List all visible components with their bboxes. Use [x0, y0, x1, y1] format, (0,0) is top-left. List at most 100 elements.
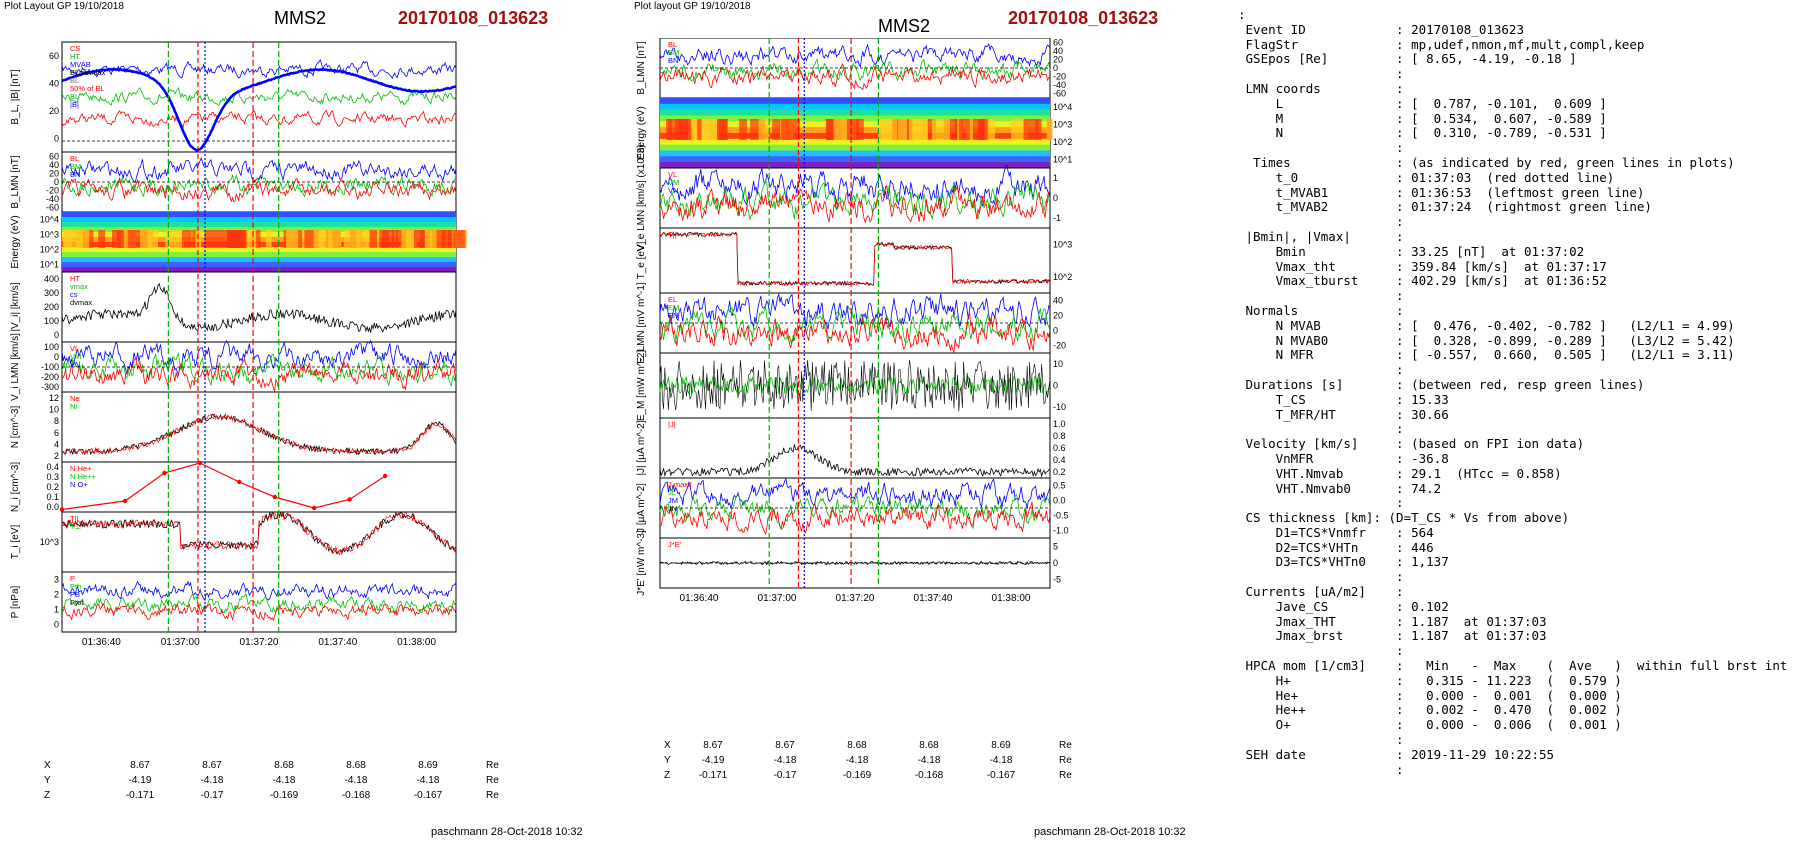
legend-entry: JL [668, 488, 676, 497]
info-line: : [1238, 140, 1404, 156]
data-point [382, 473, 388, 479]
panel-ylabel: N [cm^-3] [10, 406, 21, 449]
info-line: : [1238, 362, 1404, 378]
xtick-label: 01:36:40 [680, 593, 719, 604]
ytick-label: 2 [54, 590, 59, 600]
xtick-label: 01:36:40 [82, 637, 121, 648]
data-point [272, 494, 277, 500]
series-line [61, 413, 457, 456]
legend-entry: BL [70, 76, 79, 85]
spectrogram-band [660, 109, 1050, 116]
panel-te: T_e [eV] 10^3 10^2 T|| [636, 227, 1072, 294]
ytick-label: 40 [1053, 296, 1063, 306]
spectrogram-band [62, 267, 456, 273]
panel-ylabel: T_i [eV] [10, 525, 21, 560]
ytick-label: 0.3 [46, 472, 59, 482]
legend-entry: J maxJ [668, 480, 692, 489]
spectrogram-patch [858, 119, 864, 140]
ytick-label: 0 [54, 133, 59, 143]
info-line: Bmin : 33.25 [nT] at 01:37:02 [1238, 243, 1585, 259]
energy-spectrogram [660, 98, 1053, 169]
coord-value: 8.67 [703, 740, 723, 751]
ytick-label: 10^2 [1053, 137, 1072, 147]
spectrogram-band [62, 262, 456, 268]
energy-spectrogram [62, 212, 468, 273]
xtick-label: 01:38:00 [397, 637, 436, 648]
ytick-label: -40 [46, 194, 59, 204]
info-line: SEH date : 2019-11-29 10:22:55 [1238, 746, 1555, 762]
panel-ylabel: B_LMN [nT] [10, 155, 21, 209]
ytick-label: 400 [44, 274, 59, 284]
legend-entry: BL [70, 154, 79, 163]
series-line-2 [61, 510, 457, 556]
ytick-label: 0.4 [1053, 455, 1066, 465]
ytick-label: 10^4 [1053, 102, 1072, 112]
coord-value: 8.68 [346, 760, 366, 771]
legend-entry: CS [70, 44, 80, 53]
legend-entry: |J| [668, 420, 676, 429]
legend-entry: BN [668, 56, 678, 65]
spectrogram-patch [111, 230, 125, 248]
left-plot-footer: paschmann 28-Oct-2018 10:32 [431, 826, 583, 838]
coord-row-x: X 8.67 8.67 8.68 8.68 8.69 Re [0, 760, 620, 774]
ytick-label: 40 [49, 160, 59, 170]
series-line [61, 86, 457, 107]
info-line: Vmax_tburst : 402.29 [km/s] at 01:36:52 [1238, 273, 1607, 289]
ytick-label: -10 [1053, 402, 1066, 412]
legend-entry: 50% of BL [70, 84, 105, 93]
coord-value: -4.18 [272, 775, 296, 786]
ytick-label: 0 [1053, 381, 1058, 391]
info-line: H+ : 0.315 - 11.223 ( 0.579 ) [1238, 672, 1622, 688]
info-line: Vmax_tht : 359.84 [km/s] at 01:37:17 [1238, 258, 1607, 274]
spectrogram-patch [98, 230, 106, 248]
legend-entry: BM [70, 162, 81, 171]
ytick-label: 0 [54, 620, 59, 630]
mid-plot-footer: paschmann 28-Oct-2018 10:32 [1034, 826, 1186, 838]
event-markers [768, 38, 879, 588]
spectrogram-patch [758, 119, 770, 140]
coord-value: 8.68 [847, 740, 867, 751]
info-line: : [1238, 288, 1404, 304]
coord-row-y: Y -4.19 -4.18 -4.18 -4.18 -4.18 Re [0, 775, 620, 789]
spectrogram-patch [286, 230, 299, 248]
panel-espec: Energy (eV) 10^4 10^3 10^2 10^1 [10, 211, 468, 273]
coord-label: X [44, 760, 51, 771]
spectrogram-patch [255, 230, 261, 248]
panel-frame [659, 352, 1051, 419]
coord-unit: Re [486, 775, 499, 786]
info-line: VHT.Nmvab0 : 74.2 [1238, 480, 1442, 496]
panel-ylabel: J*E' [nW m^-3] [636, 530, 647, 596]
info-line: N MVAB0 : [ 0.328, -0.899, -0.289 ] (L3/… [1238, 332, 1735, 348]
coord-unit: Re [486, 760, 499, 771]
info-line: D3=TCS*VHTn0 : 1,137 [1238, 554, 1449, 570]
series-line [659, 477, 1051, 509]
coord-value: -0.168 [341, 790, 371, 801]
coord-unit: Re [1059, 770, 1072, 781]
series-line [61, 177, 457, 203]
spectrogram-patch [382, 230, 389, 248]
info-line: Durations [s] : (between red, resp green… [1238, 376, 1645, 392]
spectrogram-patch [356, 230, 368, 248]
ytick-label: 10^4 [40, 215, 59, 225]
coord-label: Z [664, 770, 671, 781]
coord-value: 8.67 [202, 760, 222, 771]
spectrogram-band [660, 115, 1050, 122]
legend-entry: EM [668, 303, 679, 312]
legend-entry: JN [668, 504, 677, 513]
info-line: N MVAB : [ 0.476, -0.402, -0.782 ] (L2/L… [1238, 317, 1735, 333]
ytick-label: 10 [1053, 359, 1063, 369]
spectrogram-patch [1023, 119, 1039, 140]
series-line [659, 312, 1051, 354]
spectrogram-patch [833, 119, 847, 140]
spectrogram-band [660, 144, 1050, 151]
ytick-label: -60 [1053, 89, 1066, 99]
panel-ylabel: B_LMN [nT] [636, 41, 647, 95]
spectrogram-band [660, 138, 1050, 146]
panel-ylabel: Energy (eV) [10, 215, 21, 268]
spectrogram-band [62, 212, 456, 218]
info-line: : [1238, 495, 1404, 511]
ytick-label: -60 [46, 203, 59, 213]
legend-entry: cs [70, 290, 78, 299]
spectrogram-patch [959, 119, 970, 140]
